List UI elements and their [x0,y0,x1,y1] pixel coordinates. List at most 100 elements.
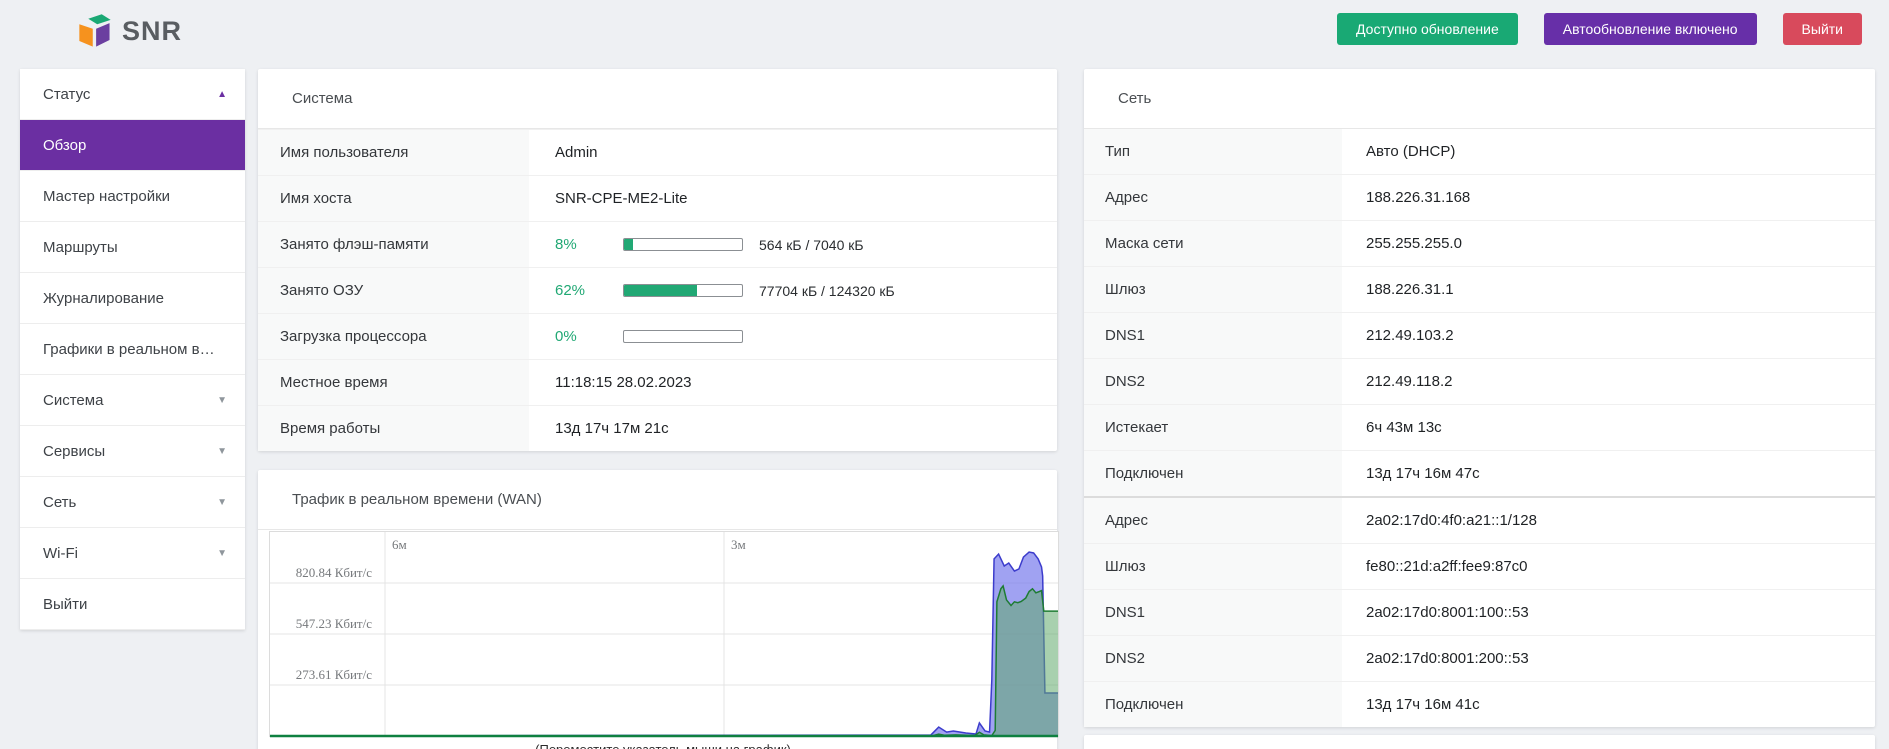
sidebar-item-routes[interactable]: Маршруты [20,222,245,273]
row-label: Истекает [1084,405,1342,450]
table-row: DNS1 212.49.103.2 [1084,312,1875,358]
row-value: 188.226.31.168 [1366,189,1471,206]
network-ipv4-rows: Тип Авто (DHCP) Адрес 188.226.31.168 Маска с… [1084,129,1875,496]
traffic-card-title: Трафик в реальном времени (WAN) [258,470,1057,530]
y-axis-tick-label: 820.84 Кбит/с [295,564,372,580]
logo-text: SNR [122,15,183,46]
row-value: 13д 17ч 16м 41с [1366,696,1480,713]
sidebar-item-label: Выйти [43,595,88,613]
autoupdate-enabled-button[interactable]: Автообновление включено [1543,13,1757,45]
row-value: Admin [555,144,598,161]
table-row: Подключен 13д 17ч 16м 41с [1084,681,1875,727]
sidebar-item-label: Wi-Fi [43,544,78,562]
row-value: 8% 564 кБ / 7040 кБ [529,222,1057,267]
table-row: Шлюз fe80::21d:a2ff:fee9:87c0 [1084,543,1875,589]
sidebar-item-logout[interactable]: Выйти [20,579,245,630]
row-value: 62% 77704 кБ / 124320 кБ [529,268,1057,313]
row-value: 11:18:15 28.02.2023 [555,374,692,391]
series-green [272,584,1058,737]
row-label: Занято флэш-памяти [258,222,529,267]
logout-button[interactable]: Выйти [1782,13,1862,45]
row-value: 2a02:17d0:8001:100::53 [1366,604,1529,621]
cpu-load-progress-bar [623,330,743,343]
table-row: Загрузка процессора 0% [258,313,1057,359]
x-axis-tick-label: 3м [731,537,746,552]
sidebar-item-status[interactable]: Статус ▲ [20,69,245,120]
chart-canvas [270,532,1058,738]
system-card-title: Система [258,69,1057,129]
row-value: 13д 17ч 16м 47с [1366,465,1480,482]
x-axis-tick-label: 6м [392,537,407,552]
table-row: Занято флэш-памяти 8% 564 кБ / 7040 кБ [258,221,1057,267]
snr-cube-icon [79,14,111,47]
sidebar-item-logging[interactable]: Журналирование [20,273,245,324]
sidebar-item-network[interactable]: Сеть ▼ [20,477,245,528]
row-label: Шлюз [1084,544,1342,589]
chevron-down-icon: ▼ [217,496,227,508]
row-label: Занято ОЗУ [258,268,529,313]
row-label: DNS1 [1084,590,1342,635]
row-label: Имя пользователя [258,130,529,175]
row-value: 13д 17ч 17м 21с [555,420,669,437]
table-row: DNS2 2a02:17d0:8001:200::53 [1084,635,1875,681]
traffic-card: Трафик в реальном времени (WAN) 820.84 К… [258,470,1059,749]
chevron-up-icon: ▲ [217,88,227,100]
ram-usage-percent: 62% [555,282,586,299]
sidebar-item-label: Графики в реальном в… [43,340,215,358]
y-axis-tick-label: 273.61 Кбит/с [295,667,372,682]
row-label: Адрес [1084,498,1342,543]
row-value: 188.226.31.1 [1366,281,1454,298]
sidebar-item-system[interactable]: Система ▼ [20,375,245,426]
cpu-load-percent: 0% [555,328,577,345]
row-label: Местное время [258,360,529,405]
ram-usage-progress-bar [623,284,743,297]
table-row: Подключен 13д 17ч 16м 47с [1084,450,1875,496]
row-label: DNS2 [1084,359,1342,404]
row-value: 2a02:17d0:8001:200::53 [1366,650,1529,667]
row-value: 212.49.103.2 [1366,327,1454,344]
network-card-title: Сеть [1084,69,1875,129]
sidebar-nav: Статус ▲ Обзор Мастер настройки Маршруты Журн… [20,69,245,630]
flash-usage-detail: 564 кБ / 7040 кБ [759,236,864,253]
table-row: Имя пользователя Admin [258,129,1057,175]
table-row: Имя хоста SNR-CPE-ME2-Lite [258,175,1057,221]
sidebar-item-realtime-graphs[interactable]: Графики в реальном в… [20,324,245,375]
row-label: Загрузка процессора [258,314,529,359]
table-row: Адрес 2a02:17d0:4f0:a21::1/128 [1084,498,1875,543]
header-buttons: Доступно обновление Автообновление включ… [1337,13,1862,45]
row-label: Подключен [1084,682,1342,727]
snr-logo: SNR [76,12,182,50]
next-card-partial [1084,735,1875,749]
table-row: Занято ОЗУ 62% 77704 кБ / 124320 кБ [258,267,1057,313]
table-row: Шлюз 188.226.31.1 [1084,266,1875,312]
progress-fill [624,239,634,250]
row-label: DNS1 [1084,313,1342,358]
row-value: Авто (DHCP) [1366,143,1456,160]
update-available-button[interactable]: Доступно обновление [1337,13,1518,45]
row-label: Время работы [258,406,529,451]
row-label: Тип [1084,129,1342,174]
sidebar-item-label: Сеть [43,493,77,511]
row-label: Подключен [1084,451,1342,496]
row-label: Шлюз [1084,267,1342,312]
row-value: 255.255.255.0 [1366,235,1462,252]
row-value: SNR-CPE-ME2-Lite [555,190,688,207]
table-row: Местное время 11:18:15 28.02.2023 [258,359,1057,405]
sidebar-item-overview[interactable]: Обзор [20,120,245,171]
chart-legend-clipped: (Переместите указатель мыши на график) [269,742,1057,749]
realtime-traffic-chart[interactable]: 820.84 Кбит/с 547.23 Кбит/с 273.61 Кбит/с 6… [269,531,1059,738]
row-value: 2a02:17d0:4f0:a21::1/128 [1366,512,1537,529]
sidebar-item-label: Статус [43,85,91,103]
system-card: Система Имя пользователя Admin Имя хоста… [258,69,1057,451]
series-blue [271,551,1058,737]
table-row: Маска сети 255.255.255.0 [1084,220,1875,266]
chevron-down-icon: ▼ [217,445,227,457]
table-row: Время работы 13д 17ч 17м 21с [258,405,1057,451]
sidebar-item-wifi[interactable]: Wi-Fi ▼ [20,528,245,579]
sidebar-item-services[interactable]: Сервисы ▼ [20,426,245,477]
sidebar-item-setup-wizard[interactable]: Мастер настройки [20,171,245,222]
sidebar-item-label: Маршруты [43,238,118,256]
sidebar-item-label: Журналирование [43,289,164,307]
ram-usage-detail: 77704 кБ / 124320 кБ [759,282,895,299]
